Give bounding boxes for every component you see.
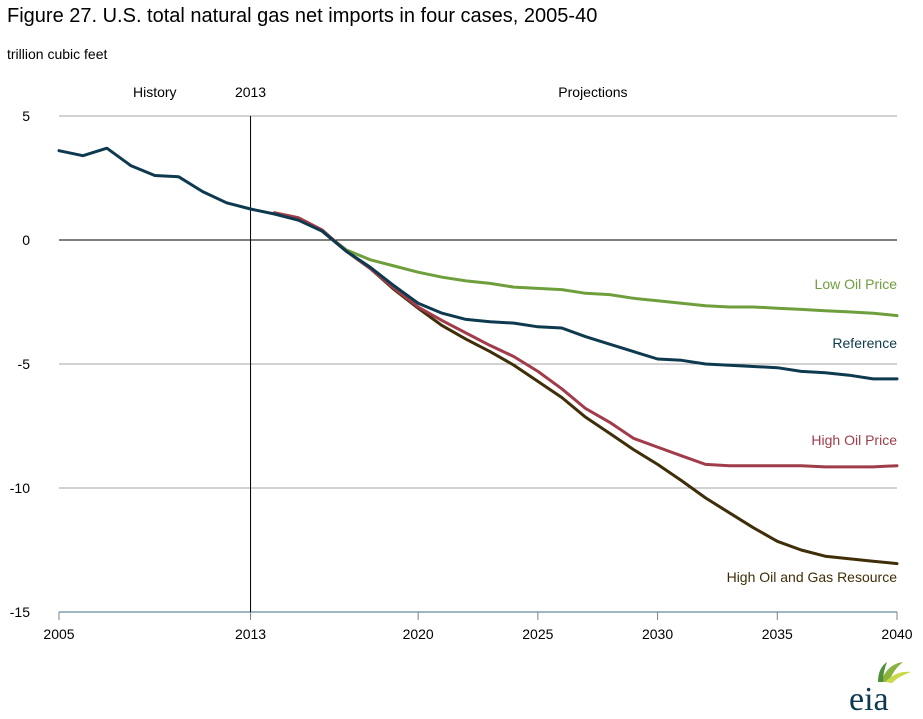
y-tick-label: -5 xyxy=(18,356,31,372)
x-tick-label: 2005 xyxy=(43,626,74,642)
y-tick-label: -15 xyxy=(10,604,30,620)
series-line-high-resource xyxy=(320,229,899,566)
y-tick-label: 0 xyxy=(22,232,30,248)
series-label-high-oil: High Oil Price xyxy=(811,432,897,448)
labels: 2013 History Projections Low Oil Price Refer… xyxy=(133,84,897,585)
divider-year-label: 2013 xyxy=(235,84,266,100)
series-line-low-oil xyxy=(320,229,899,318)
series-line-reference xyxy=(320,229,899,381)
x-tick-label: 2020 xyxy=(403,626,434,642)
series-label-reference: Reference xyxy=(832,335,897,351)
series-lines xyxy=(57,146,899,566)
sunburst-icon xyxy=(878,662,911,683)
logo-text: eia xyxy=(849,681,889,715)
series-label-high-resource: High Oil and Gas Resource xyxy=(727,569,898,585)
chart-title: Figure 27. U.S. total natural gas net im… xyxy=(7,5,598,27)
x-tick-label: 2035 xyxy=(762,626,793,642)
series-label-low-oil: Low Oil Price xyxy=(815,276,898,292)
x-tick-label: 2025 xyxy=(522,626,553,642)
x-tick-label: 2013 xyxy=(235,626,266,642)
y-tick-label: -10 xyxy=(10,480,30,496)
gridlines xyxy=(59,115,897,489)
series-line-history xyxy=(57,146,324,233)
x-tick-label: 2040 xyxy=(881,626,912,642)
x-tick-label: 2030 xyxy=(642,626,673,642)
series-line-high-oil xyxy=(273,211,899,469)
axes: 5 0 -5 -10 -15 2005 2013 2020 2025 2030 2035 2040 xyxy=(10,108,913,642)
y-axis-unit-label: trillion cubic feet xyxy=(7,46,108,62)
y-tick-label: 5 xyxy=(22,108,30,124)
eia-logo: eia xyxy=(849,662,911,715)
history-label: History xyxy=(133,84,177,100)
projections-label: Projections xyxy=(558,84,627,100)
